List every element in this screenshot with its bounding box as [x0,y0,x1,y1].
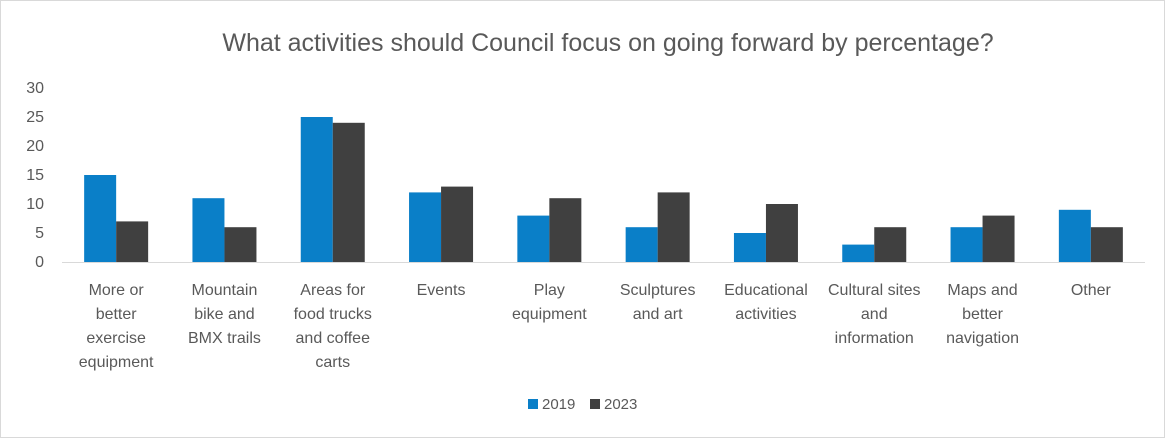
y-tick-label: 15 [26,167,44,184]
bar-2023 [765,204,798,262]
x-category-label: Cultural sites and information [828,282,920,347]
bars [84,117,1123,262]
x-category-label-line: BMX trails [188,330,261,347]
x-category-label-line: Mountain [192,282,258,299]
x-axis: More or better exercise equipment Mountain bi… [62,262,1145,371]
x-category-label-line: More or [89,282,145,299]
x-category-label: Educational activities [724,282,808,323]
x-category-label-line: Sculptures [620,282,696,299]
y-tick-label: 20 [26,138,44,155]
x-category-label: Sculptures and art [620,282,696,323]
x-category-label: Other [1071,282,1112,299]
legend-swatch-2019 [528,399,538,409]
bar-2023 [982,215,1015,262]
x-category-label-line: Cultural sites [828,282,920,299]
x-category-label-line: equipment [79,354,154,371]
x-category-label-line: Other [1071,282,1112,299]
chart-title: What activities should Council focus on … [222,29,993,57]
x-category-label-line: and coffee [296,330,371,347]
x-category-label: Maps and better navigation [946,282,1019,347]
x-category-label: Events [417,282,466,299]
y-tick-label: 30 [26,80,44,97]
legend: 2019 2023 [528,396,637,413]
bar-2019 [192,198,225,262]
bar-2019 [84,175,117,262]
x-category-label-line: equipment [512,306,587,323]
legend-label-2019: 2019 [542,396,575,413]
x-category-label-line: Areas for [300,282,366,299]
bar-2019 [950,227,983,262]
bar-2023 [116,221,149,262]
x-category-label-line: better [962,306,1004,323]
y-tick-label: 5 [35,225,44,242]
bar-2019 [625,227,658,262]
x-category-label-line: bike and [194,306,255,323]
y-tick-label: 0 [35,254,44,271]
y-tick-label: 25 [26,109,44,126]
bar-2019 [517,215,550,262]
x-category-label-line: navigation [946,330,1019,347]
bar-2023 [657,192,690,262]
x-category-label-line: Events [417,282,466,299]
x-category-label-line: Maps and [947,282,1017,299]
bar-2019 [409,192,442,262]
x-category-label-line: and art [633,306,683,323]
bar-2019 [733,233,766,262]
x-category-label: Mountain bike and BMX trails [188,282,261,347]
legend-label-2023: 2023 [604,396,637,413]
bar-2023 [874,227,907,262]
y-tick-label: 10 [26,196,44,213]
bar-2023 [224,227,257,262]
x-category-label-line: exercise [86,330,146,347]
x-category-label-line: Play [534,282,565,299]
x-category-label: Areas for food trucks and coffee carts [294,282,372,371]
x-category-label-line: activities [735,306,796,323]
bar-2023 [332,122,365,262]
bar-2019 [300,117,333,262]
x-category-label-line: better [96,306,138,323]
bar-2023 [1090,227,1123,262]
x-category-label-line: and [861,306,888,323]
legend-swatch-2023 [590,399,600,409]
x-category-label-line: Educational [724,282,808,299]
bar-2023 [549,198,582,262]
x-category-label-line: carts [315,354,350,371]
bar-2019 [1058,209,1091,262]
x-category-label-line: food trucks [294,306,372,323]
x-category-label: More or better exercise equipment [79,282,154,371]
bar-2023 [441,186,474,262]
x-category-label-line: information [835,330,914,347]
bar-2019 [842,244,875,262]
x-category-label: Play equipment [512,282,587,323]
y-axis: 0 5 10 15 20 25 30 [26,80,44,271]
